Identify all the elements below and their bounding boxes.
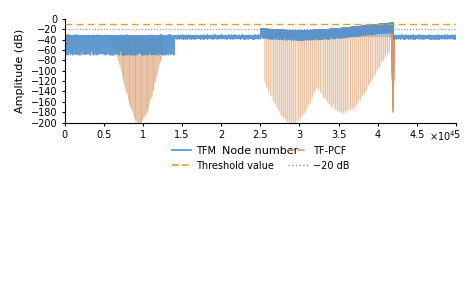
Text: $\times10^4$: $\times10^4$ <box>429 129 456 143</box>
Legend: TFM, Threshold value, TF-PCF, −20 dB: TFM, Threshold value, TF-PCF, −20 dB <box>168 142 353 175</box>
Y-axis label: Amplitude (dB): Amplitude (dB) <box>15 29 25 113</box>
X-axis label: Node number: Node number <box>222 146 299 156</box>
